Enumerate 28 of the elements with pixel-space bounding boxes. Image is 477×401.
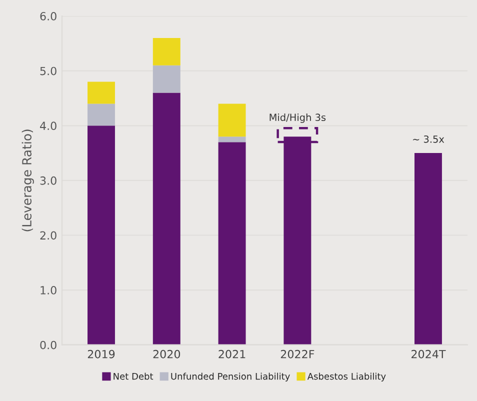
x-tick-label: 2022F xyxy=(280,350,314,358)
y-tick-label: 2.0 xyxy=(40,231,56,240)
bar xyxy=(218,142,246,345)
y-axis-title: (Leverage Ratio) xyxy=(22,130,34,232)
bar xyxy=(152,38,180,66)
x-tick-label: 2020 xyxy=(153,350,180,358)
y-tick-label: 5.0 xyxy=(40,66,56,76)
bar xyxy=(88,82,115,104)
bar xyxy=(88,126,115,345)
y-tick-label: 1.0 xyxy=(40,286,56,294)
bar xyxy=(218,136,246,142)
y-tick-label: 3.0 xyxy=(40,176,56,185)
bar xyxy=(414,153,442,345)
x-tick-label: 2019 xyxy=(88,350,115,358)
annotation: Mid/High 3s xyxy=(270,113,326,123)
legend-label: Net Debt xyxy=(114,372,154,380)
legend-label: Asbestos Liability xyxy=(307,372,386,382)
y-tick-label: 4.0 xyxy=(40,122,56,130)
x-tick-label: 2021 xyxy=(218,350,246,358)
bar xyxy=(152,65,180,93)
bar xyxy=(218,104,246,137)
y-tick-label: 0.0 xyxy=(40,340,56,350)
annotation: ~ 3.5x xyxy=(413,135,444,143)
bar xyxy=(152,92,180,345)
bar xyxy=(88,104,115,126)
x-tick-label: 2024T xyxy=(412,350,446,358)
legend-label: Unfunded Pension Liability xyxy=(171,372,290,382)
y-tick-label: 6.0 xyxy=(40,12,56,20)
